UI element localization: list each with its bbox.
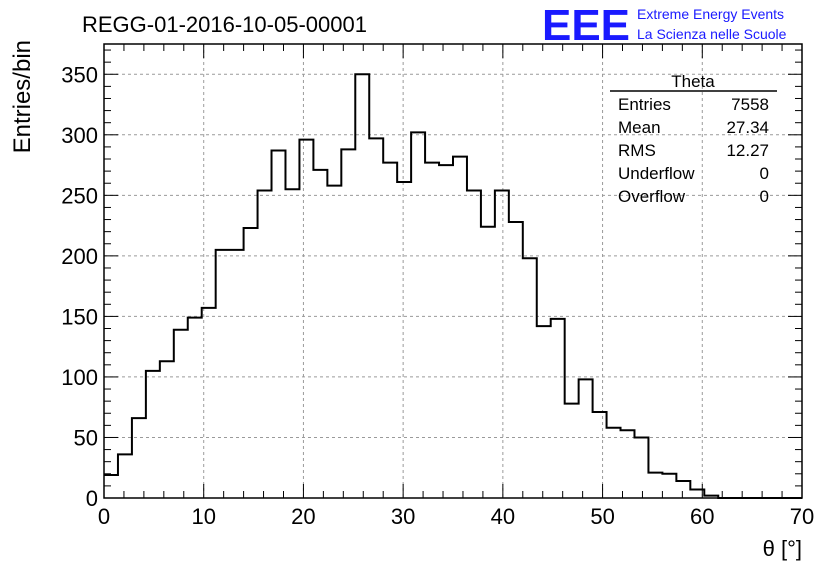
histogram-bin (230, 250, 244, 498)
histogram-bin (453, 157, 467, 498)
histogram-bin (481, 227, 495, 498)
histogram-bin (355, 74, 369, 498)
x-tick-label: 30 (391, 504, 415, 529)
histogram-bin (327, 186, 341, 498)
histogram-bin (146, 371, 160, 498)
histogram-outline (104, 73, 802, 499)
histogram-bin (537, 326, 551, 498)
stats-value: 0 (760, 187, 769, 206)
histogram-bin (565, 404, 579, 498)
stats-value: 0 (760, 164, 769, 183)
histogram-bin (299, 140, 313, 498)
histogram-bin (383, 163, 397, 498)
histogram-bin (523, 258, 537, 498)
stats-box: Theta Entries 7558 Mean 27.34 RMS 12.27 Underf… (610, 72, 777, 206)
y-tick-label: 200 (61, 244, 98, 269)
y-tick-label: 300 (61, 123, 98, 148)
y-tick-label: 0 (86, 486, 98, 511)
y-tick-label: 50 (74, 425, 98, 450)
chart-title: REGG-01-2016-10-05-00001 (82, 12, 367, 37)
stats-rows: Entries 7558 Mean 27.34 RMS 12.27 Underflow 0 Ov… (618, 95, 769, 206)
histogram-bin (593, 412, 607, 498)
logo-text: EEE (542, 1, 630, 50)
histogram-bin (662, 474, 676, 498)
histogram-bin (132, 418, 146, 498)
stats-label: Entries (618, 95, 671, 114)
grid (104, 44, 802, 498)
stats-title: Theta (671, 72, 715, 91)
y-tick-label: 350 (61, 62, 98, 87)
x-tick-label: 10 (191, 504, 215, 529)
histogram-bin (118, 454, 132, 498)
stats-label: RMS (618, 141, 656, 160)
histogram-bin (676, 481, 690, 498)
x-tick-label: 70 (790, 504, 814, 529)
histogram-bin (397, 182, 411, 498)
histogram-bin (467, 190, 481, 498)
histogram-bin (216, 250, 230, 498)
eee-logo: EEE Extreme Energy Events La Scienza nel… (542, 1, 787, 50)
histogram-bin (272, 151, 286, 498)
histogram (104, 73, 802, 499)
histogram-bin (509, 222, 523, 498)
histogram-bin (174, 330, 188, 498)
histogram-bin (621, 430, 635, 498)
x-tick-label: 60 (690, 504, 714, 529)
histogram-bin (188, 318, 202, 498)
histogram-bin (495, 190, 509, 498)
histogram-bin (369, 138, 383, 498)
axes: 0 10 20 30 40 50 60 70 0 50 100 150 200 250 300 350 (61, 43, 814, 529)
histogram-bin (411, 132, 425, 498)
histogram-bin (439, 165, 453, 498)
stats-label: Mean (618, 118, 661, 137)
histogram-bin (160, 361, 174, 498)
logo-line1: Extreme Energy Events (637, 6, 784, 22)
histogram-bin (634, 437, 648, 498)
x-tick-label: 50 (590, 504, 614, 529)
y-axis-label: Entries/bin (9, 40, 36, 153)
stats-value: 12.27 (726, 141, 769, 160)
histogram-bin (341, 149, 355, 498)
y-tick-label: 150 (61, 304, 98, 329)
histogram-bin (579, 379, 593, 498)
x-tick-label: 40 (491, 504, 515, 529)
histogram-bin (648, 473, 662, 498)
histogram-bin (244, 228, 258, 498)
histogram-bin (607, 428, 621, 498)
y-tick-label: 100 (61, 365, 98, 390)
stats-label: Overflow (618, 187, 686, 206)
x-axis-label: θ [°] (763, 536, 802, 561)
histogram-bin (551, 319, 565, 498)
plot-frame (103, 43, 803, 499)
x-tick-label: 20 (291, 504, 315, 529)
histogram-bin (202, 308, 216, 498)
stats-value: 27.34 (726, 118, 769, 137)
histogram-bin (104, 475, 118, 498)
y-tick-label: 250 (61, 183, 98, 208)
x-tick-label: 0 (98, 504, 110, 529)
logo-line2: La Scienza nelle Scuole (637, 26, 787, 42)
histogram-bin (258, 190, 272, 498)
stats-value: 7558 (731, 95, 769, 114)
histogram-bin (285, 189, 299, 498)
stats-label: Underflow (618, 164, 695, 183)
histogram-bin (313, 170, 327, 498)
histogram-bin (425, 163, 439, 498)
